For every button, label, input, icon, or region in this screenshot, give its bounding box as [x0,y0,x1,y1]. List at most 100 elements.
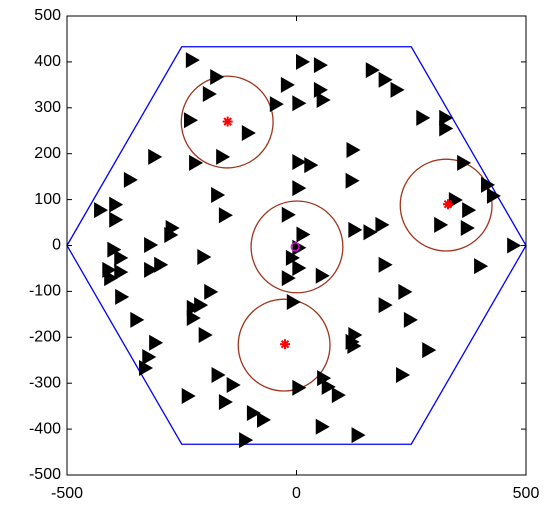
triangle-marker [107,241,122,258]
y-tick-label: 400 [34,53,61,70]
coverage-circle [399,158,493,252]
triangle-marker [139,360,154,377]
triangle-marker [296,53,311,70]
triangle-marker [292,180,307,197]
triangle-marker [378,297,393,314]
triangle-marker [218,394,233,411]
triangle-marker [378,256,393,273]
triangle-marker [256,411,271,428]
triangle-marker [315,267,330,284]
triangle-marker [165,220,180,237]
triangle-marker [189,154,204,171]
triangle-marker [198,327,213,344]
triangle-marker [239,432,254,449]
triangle-marker [149,334,164,351]
triangle-marker [317,370,332,387]
triangle-marker [115,288,130,305]
triangle-marker [114,264,129,281]
triangle-marker [403,311,418,328]
triangle-marker [363,224,378,241]
triangle-marker [422,342,437,359]
triangle-marker [241,125,256,142]
triangle-marker [181,388,196,405]
triangle-marker [457,154,472,171]
y-tick-label: 300 [34,99,61,116]
triangle-marker [184,112,199,129]
triangle-marker [148,148,163,165]
x-tick-label: 0 [292,485,301,502]
star-stroke [443,199,453,209]
triangle-marker [345,172,360,189]
triangle-marker [114,249,129,266]
triangle-marker [142,349,157,366]
star-marker [280,339,291,350]
star-marker [222,116,233,127]
y-tick-label: -300 [29,374,61,391]
y-tick-label: 0 [52,237,61,254]
coverage-circle [237,298,331,392]
triangle-marker [246,405,261,422]
triangle-marker [280,76,295,93]
axes-box [66,15,527,476]
triangle-marker [292,259,307,276]
triangle-marker [216,148,231,165]
triangle-marker [378,71,393,88]
triangle-marker [416,109,431,126]
coverage-circle [250,200,344,294]
triangle-marker [204,283,219,300]
triangle-marker [460,220,475,237]
triangle-marker [345,333,360,350]
triangle-marker [104,270,119,287]
triangle-marker [474,258,489,275]
star-marker [442,199,453,210]
triangle-marker [292,379,307,396]
triangle-marker [218,207,233,224]
triangle-marker [144,261,159,278]
coverage-circle [180,75,274,169]
triangle-marker [346,142,361,159]
y-tick-label: 200 [34,145,61,162]
triangle-marker [130,311,145,328]
triangle-marker [211,187,226,204]
triangle-marker [375,216,390,233]
triangle-marker [285,249,300,266]
triangle-marker [321,378,336,395]
triangle-marker [439,109,454,126]
triangle-marker [462,202,477,219]
y-tick-label: -400 [29,420,61,437]
triangle-marker [185,52,200,69]
triangle-marker [281,270,296,287]
x-tick-label: 500 [513,485,540,502]
y-tick-label: -200 [29,329,61,346]
triangle-marker [439,120,454,137]
triangle-marker [351,427,366,444]
star-stroke [223,117,232,126]
triangle-marker [109,211,124,228]
triangle-marker [296,226,311,243]
triangle-marker [313,57,328,74]
triangle-marker [202,86,217,103]
star-stroke [280,339,290,349]
triangle-marker [186,310,201,327]
triangle-marker [292,153,307,170]
triangle-marker [434,216,449,233]
triangle-marker [144,237,159,254]
triangle-marker [480,176,495,193]
triangle-marker [365,62,380,79]
triangle-marker [94,202,109,219]
triangle-marker [211,366,226,383]
x-tick-label: -500 [51,485,83,502]
triangle-marker [331,387,346,404]
triangle-marker [507,237,522,254]
triangle-marker [226,377,241,394]
circle-marker [290,242,300,252]
triangle-marker [315,418,330,435]
triangle-marker [186,299,201,316]
triangle-marker [197,248,212,265]
triangle-marker [390,81,405,98]
triangle-marker [316,91,331,108]
triangle-marker [292,95,307,112]
